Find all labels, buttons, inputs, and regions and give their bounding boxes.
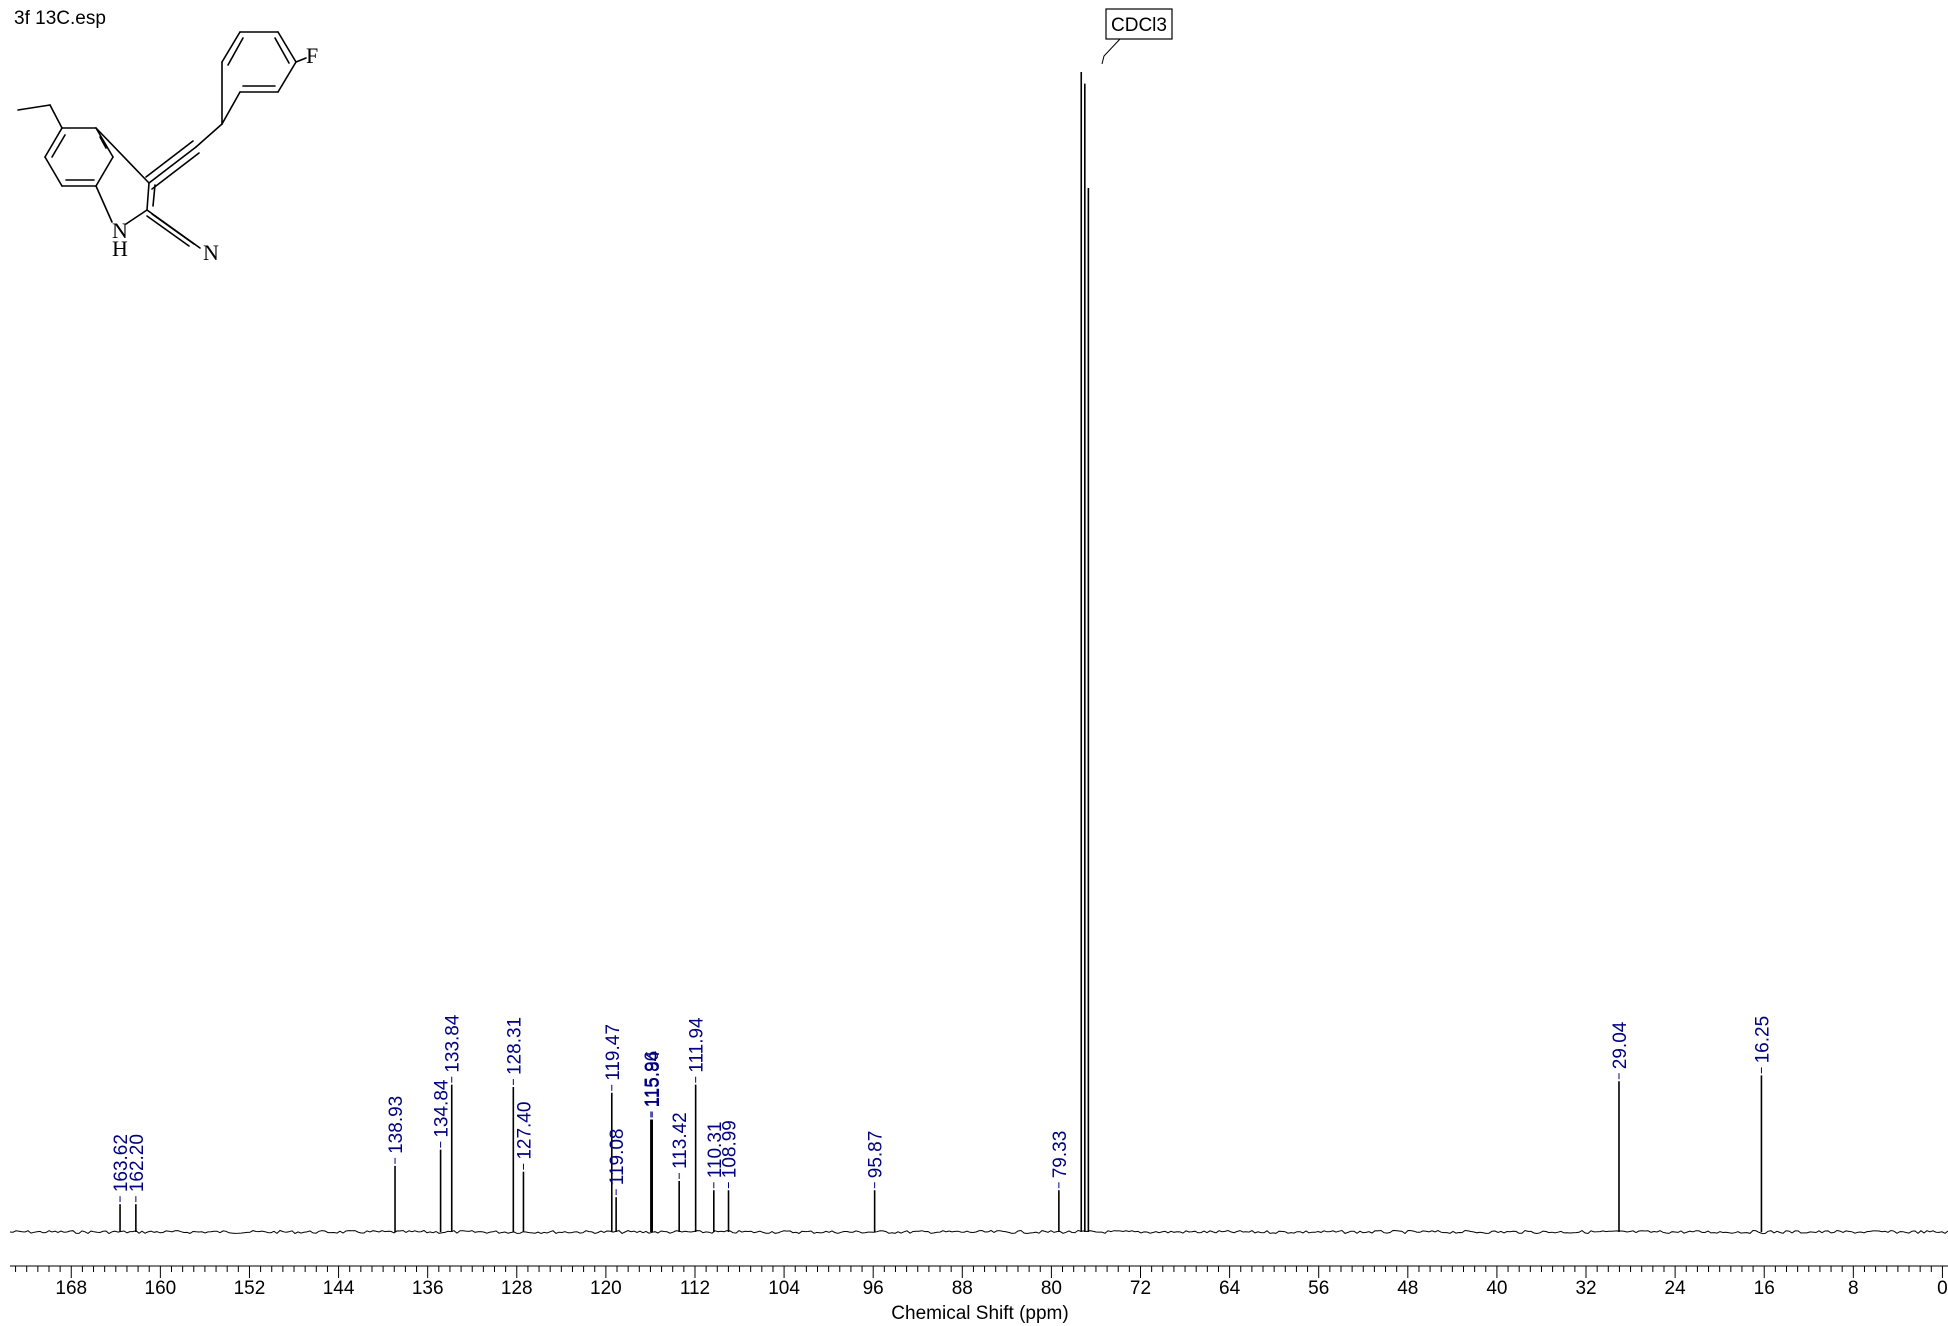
x-tick-label-16: 16 <box>1754 1278 1775 1299</box>
x-tick-label-32: 32 <box>1575 1278 1596 1299</box>
x-tick-label-72: 72 <box>1130 1278 1151 1299</box>
molecule-structure-image <box>17 31 307 249</box>
peak-label-110.31: 110.31 <box>705 1122 726 1179</box>
x-tick-label-80: 80 <box>1041 1278 1062 1299</box>
x-tick-label-128: 128 <box>501 1278 533 1299</box>
x-tick-label-144: 144 <box>323 1278 355 1299</box>
solvent-label: CDCl3 <box>1111 15 1167 36</box>
x-tick-label-0: 0 <box>1937 1278 1948 1299</box>
x-tick-label-152: 152 <box>234 1278 266 1299</box>
x-tick-label-64: 64 <box>1219 1278 1241 1299</box>
solvent-label-box <box>1105 8 1173 40</box>
x-tick-label-96: 96 <box>863 1278 884 1299</box>
fluorine-atom-label: F <box>306 43 318 68</box>
peak-label-162.20: 162.20 <box>127 1134 148 1192</box>
peak-label-128.31: 128.31 <box>504 1017 525 1075</box>
x-tick-label-104: 104 <box>768 1278 800 1299</box>
spectrum-file-title: 3f 13C.esp <box>14 8 106 29</box>
x-tick-label-48: 48 <box>1397 1278 1418 1299</box>
x-axis: 168 160 152 144 136 128 120 112 104 96 88 80 72 64 56 4… <box>10 1265 1948 1299</box>
peak-label-111.94: 111.94 <box>687 1017 708 1073</box>
x-tick-label-160: 160 <box>145 1278 177 1299</box>
nitrile-nitrogen-label: N <box>203 240 219 265</box>
peak-label-16.25: 16.25 <box>1752 1016 1773 1064</box>
peak-label-113.42: 113.42 <box>670 1112 691 1169</box>
peak-label-95.87: 95.87 <box>866 1131 887 1179</box>
x-tick-label-24: 24 <box>1665 1278 1687 1299</box>
baseline-noise-group <box>9 1229 1948 1235</box>
ring-nitrogen-label: N <box>112 218 128 243</box>
peak-label-133.84: 133.84 <box>443 1014 464 1073</box>
peak-label-119.08: 119.08 <box>607 1128 628 1185</box>
peak-label-127.40: 127.40 <box>514 1102 535 1160</box>
x-tick-label-168: 168 <box>55 1278 87 1299</box>
x-tick-label-40: 40 <box>1486 1278 1507 1299</box>
x-tick-label-8: 8 <box>1848 1278 1859 1299</box>
x-tick-label-88: 88 <box>952 1278 973 1299</box>
peak-label-119.47: 119.47 <box>603 1024 624 1081</box>
peak-label-79.33: 79.33 <box>1050 1131 1071 1179</box>
peak-label-134.84: 134.84 <box>432 1079 453 1138</box>
solvent-callout: CDCl3 <box>1101 8 1173 65</box>
peak-label-108.99: 108.99 <box>720 1120 741 1178</box>
peak-label-163.62: 163.62 <box>111 1134 132 1192</box>
x-axis-title: Chemical Shift (ppm) <box>891 1303 1068 1324</box>
peak-label-29.04: 29.04 <box>1610 1021 1631 1069</box>
x-tick-label-120: 120 <box>590 1278 622 1299</box>
peaks-group <box>119 72 1763 1232</box>
peak-label-138.93: 138.93 <box>386 1096 407 1154</box>
solvent-leader-line <box>1101 38 1121 65</box>
x-tick-label-136: 136 <box>412 1278 444 1299</box>
ring-hydrogen-label: H <box>112 236 128 261</box>
peak-label-115.84: 115.84 <box>643 1050 664 1107</box>
x-tick-label-112: 112 <box>680 1278 710 1299</box>
x-tick-label-56: 56 <box>1308 1278 1329 1299</box>
spectrum-baseline <box>9 1229 1948 1235</box>
peak-label-115.96: 115.96 <box>642 1051 663 1108</box>
